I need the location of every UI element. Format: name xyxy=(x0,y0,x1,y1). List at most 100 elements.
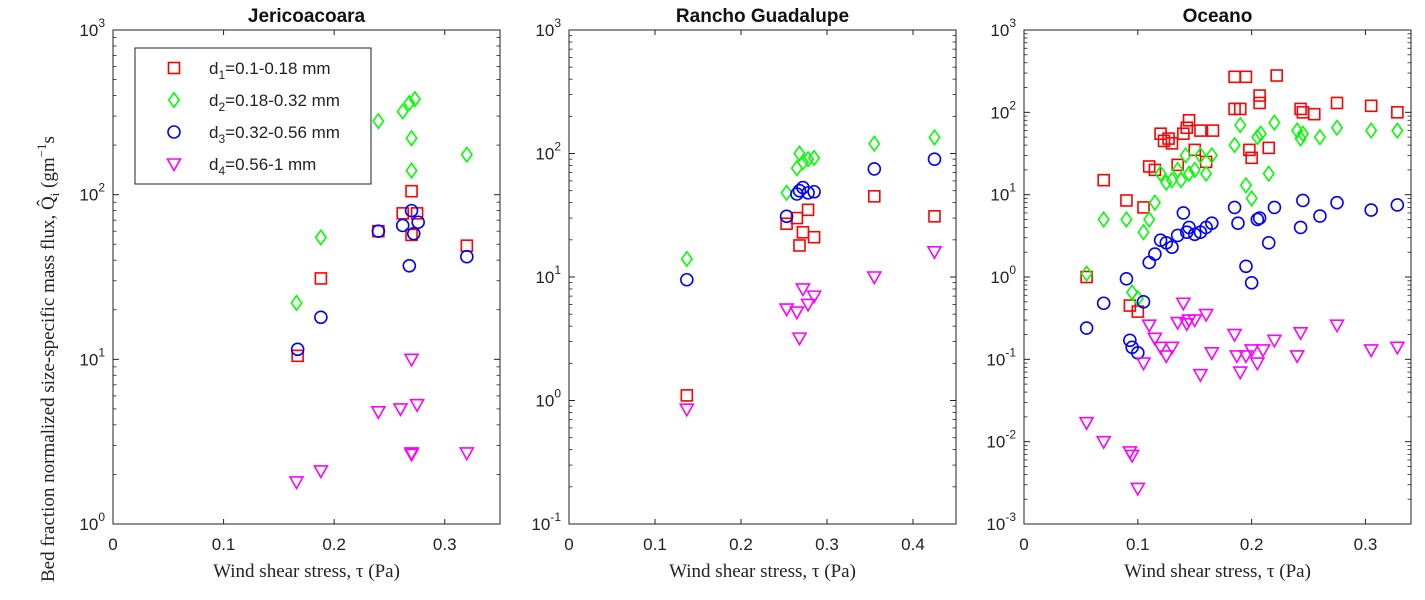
y-tick-label: 100 xyxy=(79,510,105,534)
legend-marker xyxy=(166,158,182,173)
data-point-square xyxy=(928,210,941,223)
y-tick-label: 103 xyxy=(535,16,561,40)
legend-marker xyxy=(167,61,181,75)
data-point-triangle xyxy=(1095,435,1112,450)
panel-oceano: Oceano Wind shear stress, τ (Pa) 0 0.1 0.2 0.… xyxy=(986,6,1412,582)
x-tick-label: 0.2 xyxy=(322,535,346,554)
data-point-circle xyxy=(290,342,305,357)
data-point-triangle xyxy=(1249,357,1266,372)
x-axis-label: Wind shear stress, τ (Pa) xyxy=(213,561,400,582)
legend-triangle-marker-icon xyxy=(166,158,182,173)
data-point-diamond xyxy=(1262,165,1275,183)
x-tick-label: 0.3 xyxy=(433,535,457,554)
legend-square-marker-icon xyxy=(167,61,181,75)
data-point-diamond xyxy=(1330,119,1344,137)
data-point-circle xyxy=(1330,195,1344,210)
y-tick-label: 102 xyxy=(535,140,561,164)
legend: d1=0.1-0.18 mm d2=0.18-0.32 mm d3=0.32-0… xyxy=(134,47,372,185)
data-point-circle xyxy=(801,186,815,200)
y-tick-label: 101 xyxy=(535,263,561,287)
data-point-circle xyxy=(1244,276,1259,290)
data-point-square xyxy=(1228,70,1241,84)
panel-title: Oceano xyxy=(1183,6,1253,27)
data-point-square xyxy=(460,239,474,252)
data-point-circle xyxy=(1148,247,1162,261)
data-point-triangle xyxy=(313,465,329,480)
data-point-diamond xyxy=(780,184,793,202)
data-point-triangle xyxy=(1198,308,1214,323)
data-point-square xyxy=(1097,173,1110,187)
data-point-triangle xyxy=(1124,449,1141,464)
data-point-triangle xyxy=(403,448,420,463)
data-point-square xyxy=(1243,143,1256,157)
data-point-square xyxy=(680,389,694,402)
y-tick-label: 102 xyxy=(79,181,105,205)
data-point-triangle xyxy=(370,406,387,420)
data-point-circle xyxy=(1165,240,1179,255)
data-point-diamond xyxy=(790,159,804,177)
data-point-diamond xyxy=(396,102,409,121)
data-point-circle xyxy=(404,203,419,218)
data-point-diamond xyxy=(1296,125,1310,143)
data-point-circle xyxy=(1261,236,1276,250)
x-tick-label: 0 xyxy=(564,535,573,554)
data-point-square xyxy=(1080,270,1093,284)
data-point-square xyxy=(1180,121,1194,135)
data-point-square xyxy=(1262,141,1276,155)
svg-text:d1=0.1-0.18 mm: d1=0.1-0.18 mm xyxy=(209,59,331,82)
data-point-diamond xyxy=(1179,146,1192,164)
data-point-diamond xyxy=(1245,189,1258,208)
data-point-circle xyxy=(411,215,425,230)
data-point-triangle xyxy=(403,353,420,368)
data-point-triangle xyxy=(1192,368,1209,383)
data-point-circle xyxy=(792,183,807,198)
y-tick-label: 10-3 xyxy=(986,510,1016,534)
data-point-circle xyxy=(1136,294,1151,309)
data-point-diamond xyxy=(1364,122,1378,140)
data-point-square xyxy=(793,239,806,252)
data-point-square xyxy=(1307,107,1321,121)
data-point-triangle xyxy=(1363,344,1380,359)
data-point-circle xyxy=(680,272,694,287)
data-point-triangle xyxy=(1078,416,1095,431)
data-point-square xyxy=(1294,102,1307,116)
data-point-triangle xyxy=(800,298,816,313)
data-point-square xyxy=(796,226,810,239)
data-point-square xyxy=(405,228,418,242)
x-axis-label: Wind shear stress, τ (Pa) xyxy=(669,561,856,582)
data-point-triangle xyxy=(1289,350,1306,365)
y-tick-label: 10-1 xyxy=(986,345,1016,369)
data-point-diamond xyxy=(408,90,422,108)
legend-marker xyxy=(167,91,181,109)
data-point-triangle xyxy=(1158,350,1175,365)
data-point-diamond xyxy=(1125,283,1139,301)
data-point-diamond xyxy=(372,112,385,130)
data-point-diamond xyxy=(1251,128,1264,146)
data-point-square xyxy=(1391,106,1404,119)
data-point-square xyxy=(1206,124,1220,137)
data-point-diamond xyxy=(460,146,473,164)
data-point-circle xyxy=(402,258,417,273)
x-tick-label: 0.2 xyxy=(729,535,753,554)
svg-text:d2=0.18-0.32 mm: d2=0.18-0.32 mm xyxy=(209,91,340,114)
data-point-diamond xyxy=(1174,171,1188,189)
x-tick-label: 0.1 xyxy=(643,535,667,554)
x-tick-label: 0.3 xyxy=(1354,535,1378,554)
data-point-circle xyxy=(1390,198,1405,212)
data-point-diamond xyxy=(680,250,693,268)
data-point-diamond xyxy=(1234,116,1247,134)
data-point-diamond xyxy=(928,128,941,146)
data-point-square xyxy=(314,272,328,285)
legend-entry-d4: d4=0.56-1 mm xyxy=(166,155,316,178)
data-point-circle xyxy=(314,310,328,325)
data-point-diamond xyxy=(801,150,815,168)
panel-title: Jericoacoara xyxy=(248,6,366,27)
y-tick-label: 10-1 xyxy=(531,510,561,534)
data-point-triangle xyxy=(866,271,883,286)
data-point-diamond xyxy=(1182,165,1196,183)
data-point-circle xyxy=(1250,212,1265,227)
data-point-circle xyxy=(1187,227,1202,242)
panel-jericoacoara: Jericoacoara Wind shear stress, τ (Pa) 0 0.… xyxy=(79,6,501,582)
data-point-diamond xyxy=(1148,194,1162,212)
